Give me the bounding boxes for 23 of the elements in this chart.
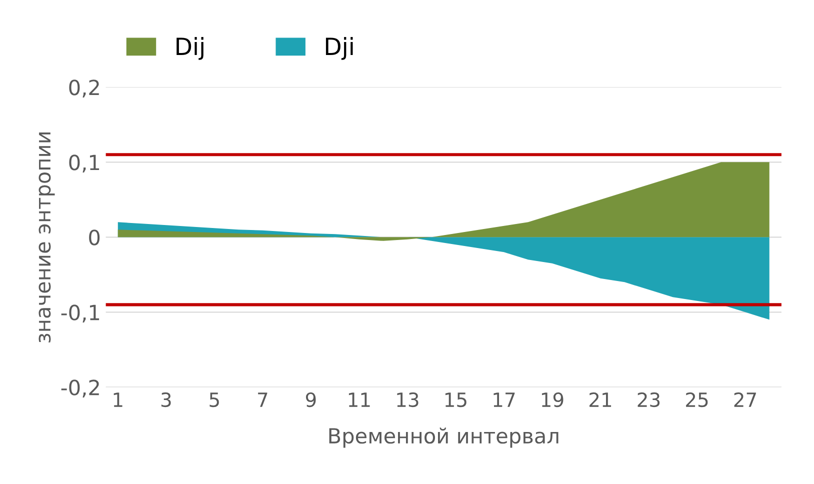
x-tick-label: 5 — [210, 392, 219, 408]
x-tick-label: 19 — [542, 392, 564, 408]
legend-label: Dji — [326, 37, 353, 60]
x-tick-label: 13 — [397, 392, 418, 408]
x-tick-label: 11 — [348, 392, 370, 407]
x-tick-label: 7 — [258, 392, 268, 407]
y-tick-label: 0,1 — [69, 154, 100, 172]
x-tick-label: 23 — [638, 392, 660, 408]
x-tick-label: 3 — [161, 392, 171, 408]
x-axis-title: Временной интервал — [329, 428, 558, 448]
y-tick-label: -0,2 — [61, 380, 99, 398]
x-tick-label: 15 — [445, 392, 466, 408]
y-axis-title: значение энтропии — [38, 132, 55, 342]
y-tick-label: 0 — [89, 230, 100, 246]
x-tick-label: 25 — [686, 392, 708, 408]
y-tick-label: 0,2 — [69, 80, 99, 98]
y-tick-label: -0,1 — [61, 304, 100, 323]
x-tick-label: 21 — [590, 392, 612, 407]
legend-label: Dij — [176, 37, 204, 60]
x-tick-label: 1 — [114, 392, 122, 407]
x-tick-label: 27 — [734, 392, 756, 407]
x-tick-label: 17 — [494, 392, 515, 407]
x-tick-label: 9 — [306, 392, 316, 408]
